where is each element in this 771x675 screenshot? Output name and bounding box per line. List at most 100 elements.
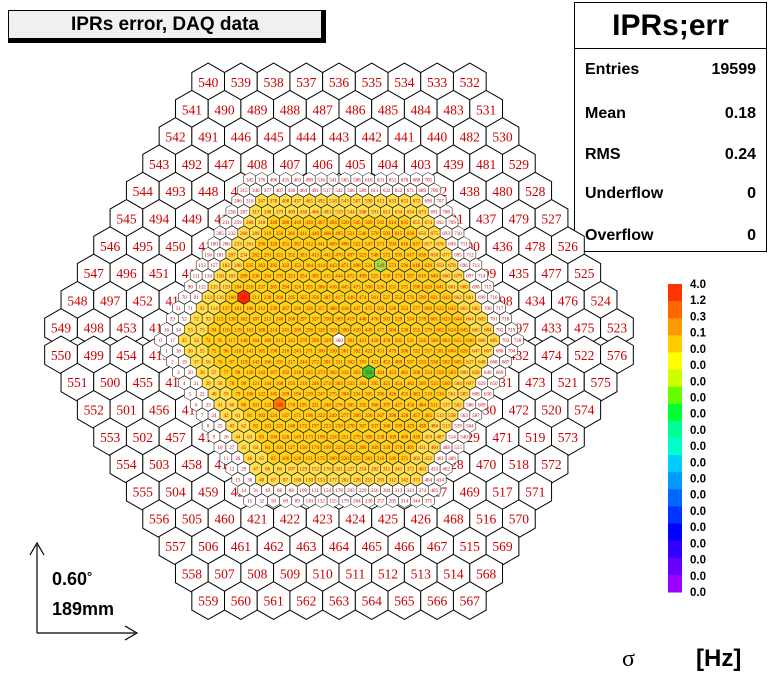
pixel-label: 537 (296, 75, 317, 90)
pixel-label: 514 (443, 566, 464, 581)
colorbar-segment (668, 557, 682, 576)
pixel-label: 557 (165, 539, 186, 554)
pixel-label: 233 (234, 243, 242, 248)
pixel-label: 493 (165, 184, 186, 199)
pixel-label: 523 (607, 321, 628, 336)
pixel-label: 684 (484, 328, 492, 333)
pixel-label: 633 (389, 200, 397, 205)
pixel-label: 519 (525, 430, 546, 445)
pixel-label: 13 (235, 478, 241, 483)
pixel-label: 681 (466, 296, 474, 301)
pixel-label: 499 (84, 348, 105, 363)
pixel-label: 533 (419, 360, 427, 365)
pixel-label: 20 (188, 371, 194, 376)
pixel-label: 688 (413, 178, 421, 183)
pixel-label: 467 (317, 221, 325, 226)
pixel-label: 151 (306, 457, 314, 462)
pixel-label: 354 (300, 275, 308, 280)
pixel-label: 99 (241, 382, 247, 387)
pixel-label: 118 (234, 350, 242, 355)
pixel-label: 54 (194, 339, 200, 344)
pixel-label: 325 (300, 296, 308, 301)
pixel-label: 192 (282, 371, 290, 376)
pixel-label: 712 (466, 253, 474, 258)
pixel-label: 502 (133, 430, 153, 445)
pixel-label: 558 (430, 360, 438, 365)
pixel-label: 66 (265, 468, 271, 473)
pixel-label: 532 (460, 75, 480, 90)
pixel-label: 240 (276, 318, 284, 323)
pixel-label: 538 (448, 414, 456, 419)
pixel-label: 551 (67, 375, 87, 390)
pixel-label: 159 (222, 285, 230, 290)
pixel-label: 561 (448, 393, 456, 398)
camera-pixel (427, 482, 441, 498)
pixel-label: 603 (442, 339, 450, 344)
colorbar-segment (668, 455, 682, 473)
pixel-label: 117 (228, 339, 236, 344)
pixel-label: 250 (335, 425, 343, 430)
pixel-label: 153 (317, 478, 325, 483)
colorbar: 4.0 1.2 0.3 0.1 0.0 0.0 0.0 0.0 0.0 0.0 0.0 0.0 0.0 0… (668, 279, 707, 599)
pixel-label: 548 (371, 253, 379, 258)
pixel-label: 516 (317, 178, 325, 183)
pixel-label: 534 (394, 75, 415, 90)
pixel-label: 203 (347, 489, 355, 494)
pixel-label: 67 (271, 478, 277, 483)
pixel-label: 342 (401, 478, 409, 483)
pixel-label: 547 (84, 266, 105, 281)
pixel-label: 517 (492, 484, 513, 499)
pixel-label: 257 (377, 500, 385, 505)
pixel-label: 271 (306, 350, 314, 355)
pixel-label: 458 (182, 457, 203, 472)
pixel-label: 592 (377, 221, 385, 226)
pixel-label: 616 (401, 243, 409, 248)
pixel-label: 314 (401, 500, 409, 505)
pixel-label: 171 (294, 414, 302, 419)
pixel-label: 402 (413, 457, 421, 462)
pixel-label: 506 (198, 539, 219, 554)
pixel-label: 495 (335, 232, 343, 237)
pixel-label: 683 (478, 318, 486, 323)
pixel-label: 436 (288, 189, 296, 194)
pixel-label: 426 (411, 512, 432, 527)
pixel-label: 487 (436, 435, 444, 440)
pixel-label: 138 (228, 318, 236, 323)
pixel-label: 76 (218, 360, 224, 365)
pixel-label: 477 (541, 266, 562, 281)
pixel-label: 399 (395, 425, 403, 430)
pixel-label: 597 (407, 275, 415, 280)
pixel-label: 560 (442, 382, 450, 387)
pixel-label: 606 (460, 371, 468, 376)
pixel-label: 673 (419, 210, 427, 215)
pixel-label: 555 (413, 328, 421, 333)
pixel-label: 521 (558, 375, 578, 390)
pixel-label: 544 (133, 184, 154, 199)
pixel-label: 572 (541, 457, 561, 472)
pixel-label: 553 (401, 307, 409, 312)
pixel-label: 298 (306, 328, 314, 333)
pixel-label: 41 (218, 403, 224, 408)
scale-angle: 0.60° (52, 569, 92, 589)
pixel-label: 164 (252, 339, 260, 344)
pixel-label: 425 (378, 512, 399, 527)
pixel-label: 131 (311, 489, 319, 494)
pixel-label: 600 (425, 307, 433, 312)
pixel-label: 427 (395, 403, 403, 408)
pixel-label: 249 (329, 414, 337, 419)
pixel-label: 543 (341, 200, 349, 205)
pixel-label: 417 (335, 296, 343, 301)
pixel-label: 479 (509, 211, 530, 226)
pixel-label: 11 (224, 457, 229, 462)
pixel-label: 286 (234, 200, 242, 205)
pixel-label: 243 (294, 350, 302, 355)
pixel-label: 61 (235, 414, 241, 419)
pixel-label: 121 (252, 382, 260, 387)
pixel-label: 629 (478, 382, 486, 387)
camera-pixel (499, 354, 512, 369)
camera-pixel (422, 493, 435, 508)
pixel-label: 524 (365, 264, 373, 269)
pixel-label: 531 (476, 102, 496, 117)
pixel-label: 127 (288, 446, 296, 451)
pixel-label: 555 (133, 484, 154, 499)
